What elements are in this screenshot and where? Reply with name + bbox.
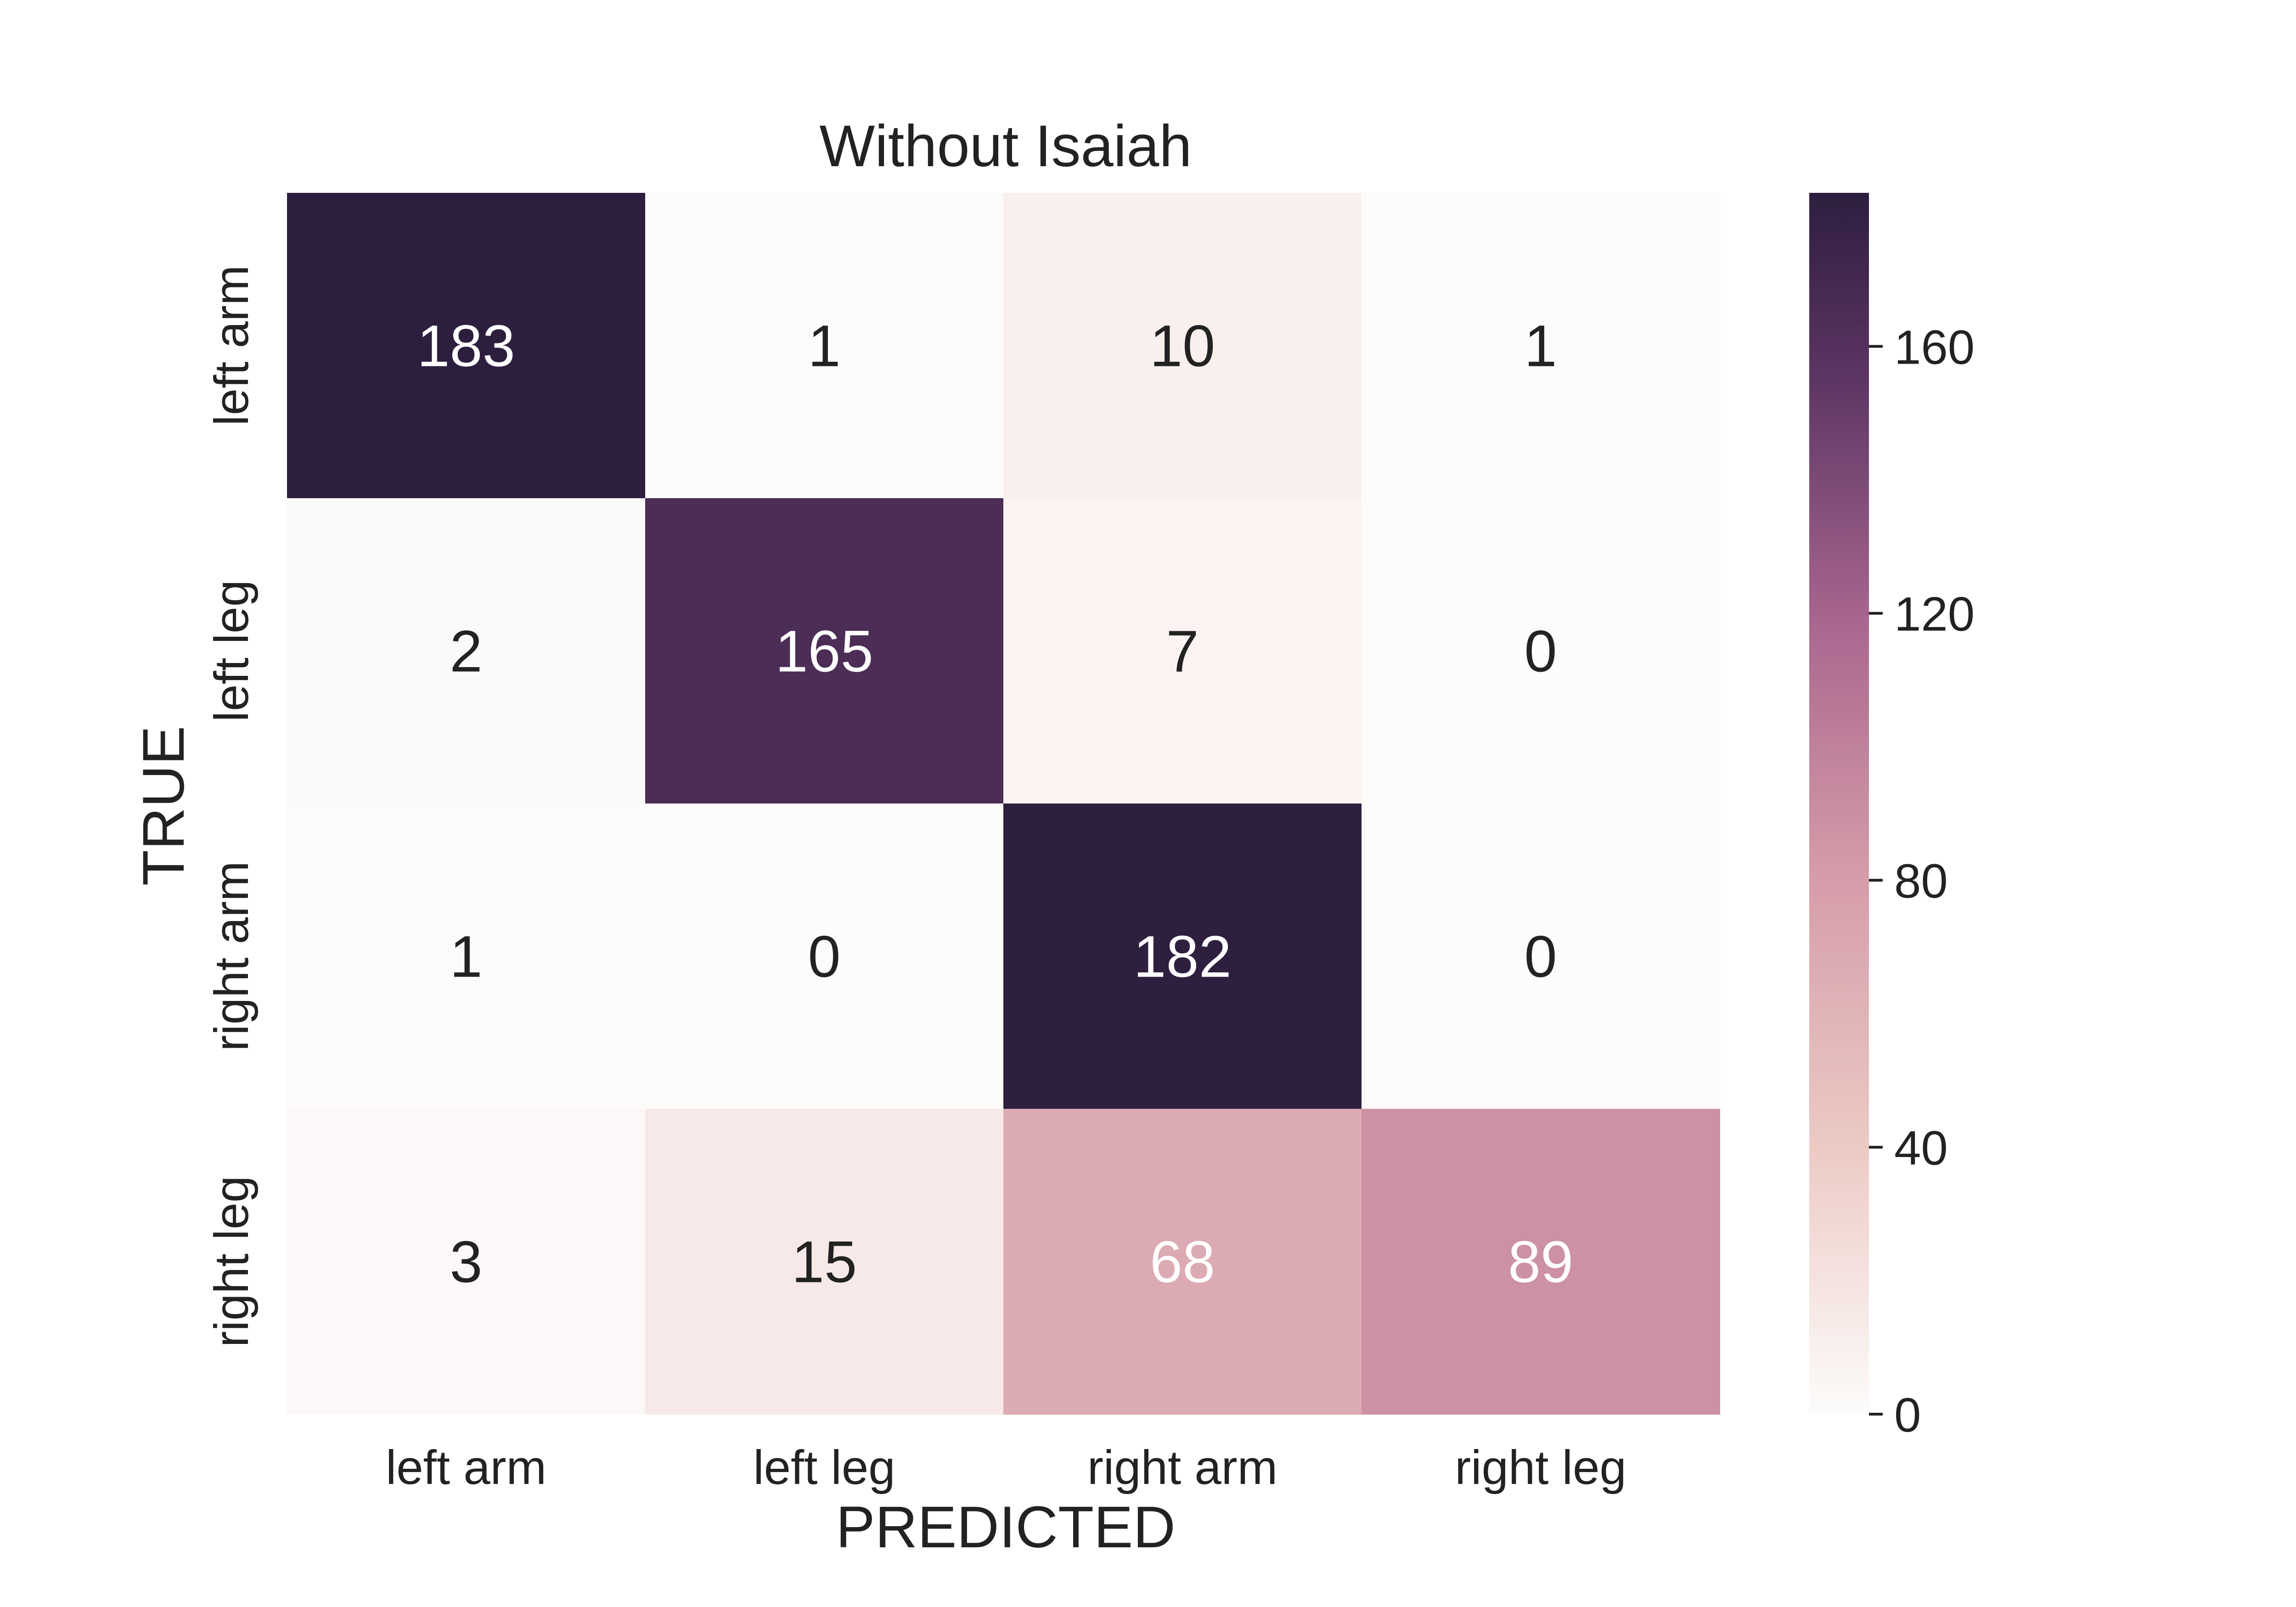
- heatmap-cell: [1003, 1109, 1362, 1415]
- heatmap-cell-value: 2: [450, 619, 482, 685]
- y-tick-label: right arm: [205, 861, 259, 1051]
- heatmap-cell: [1003, 498, 1362, 804]
- x-tick-label: left leg: [753, 1441, 895, 1495]
- heatmap-cell: [1362, 1109, 1720, 1415]
- heatmap-cell: [1003, 804, 1362, 1109]
- heatmap-cell-value: 183: [417, 314, 515, 379]
- heatmap-cells: [287, 193, 1720, 1415]
- heatmap-cell: [1362, 804, 1720, 1109]
- heatmap-cell-value: 1: [1524, 314, 1557, 379]
- heatmap-cell: [645, 1109, 1004, 1415]
- heatmap-cell-value: 3: [450, 1230, 482, 1295]
- x-tick-label: right arm: [1087, 1441, 1277, 1495]
- y-axis-label: TRUE: [131, 726, 197, 886]
- heatmap-cell-value: 1: [808, 314, 840, 379]
- heatmap-cell: [645, 498, 1004, 804]
- colorbar-tick-label: 40: [1894, 1122, 1948, 1175]
- heatmap-cell: [287, 193, 646, 499]
- heatmap-cell-value: 182: [1133, 924, 1232, 990]
- y-axis-tick-labels: left arm left leg right arm right leg: [205, 265, 259, 1347]
- heatmap-cell-value: 0: [1524, 924, 1557, 990]
- colorbar: [1809, 193, 1869, 1414]
- x-tick-label: left arm: [386, 1441, 546, 1495]
- x-axis-label: PREDICTED: [836, 1495, 1176, 1560]
- heatmap-cell-value: 68: [1150, 1230, 1215, 1295]
- y-tick-label: left arm: [205, 265, 259, 426]
- colorbar-tick-label: 160: [1894, 320, 1975, 374]
- colorbar-tick-label: 80: [1894, 854, 1948, 908]
- x-axis-tick-labels: left arm left leg right arm right leg: [386, 1441, 1626, 1495]
- heatmap-cell-value: 165: [775, 619, 873, 685]
- y-tick-label: right leg: [205, 1176, 259, 1348]
- heatmap-value-labels: 183 1 10 12 165 7 01 0 182 03 15 68 89: [417, 314, 1573, 1295]
- heatmap-cell: [287, 1109, 646, 1415]
- chart-title: Without Isaiah: [819, 113, 1192, 179]
- colorbar-tick-label: 0: [1894, 1388, 1921, 1442]
- colorbar-ticks: 0 40 80 120 160: [1869, 320, 1975, 1442]
- y-tick-label: left leg: [205, 580, 259, 722]
- heatmap-cell-value: 7: [1166, 619, 1199, 685]
- heatmap-cell: [287, 804, 646, 1109]
- heatmap-cell: [1003, 193, 1362, 499]
- heatmap-cell: [1362, 193, 1720, 499]
- heatmap-cell-value: 0: [1524, 619, 1557, 685]
- x-tick-label: right leg: [1455, 1441, 1626, 1495]
- heatmap-cell: [1362, 498, 1720, 804]
- heatmap-cell-value: 0: [808, 924, 840, 990]
- heatmap-cell: [645, 193, 1004, 499]
- heatmap-cell-value: 89: [1508, 1230, 1573, 1295]
- heatmap-cell-value: 10: [1150, 314, 1215, 379]
- heatmap-cell-value: 1: [450, 924, 482, 990]
- heatmap-cell-value: 15: [792, 1230, 857, 1295]
- heatmap-cell: [645, 804, 1004, 1109]
- colorbar-tick-label: 120: [1894, 588, 1975, 641]
- heatmap-cell: [287, 498, 646, 804]
